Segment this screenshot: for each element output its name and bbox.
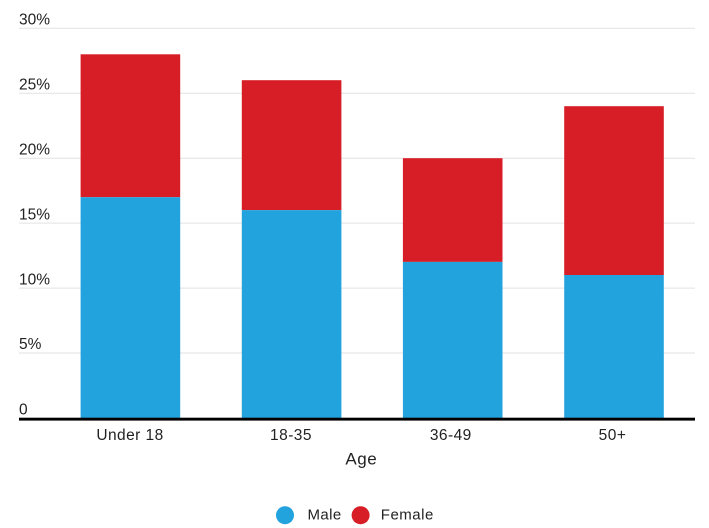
svg-text:25%: 25% (19, 76, 50, 93)
svg-text:30%: 30% (19, 11, 50, 28)
svg-text:18-35: 18-35 (270, 427, 312, 444)
svg-text:Female: Female (381, 506, 434, 523)
svg-text:50+: 50+ (599, 427, 627, 444)
svg-text:0: 0 (19, 401, 28, 418)
svg-text:Male: Male (308, 506, 342, 523)
svg-text:5%: 5% (19, 336, 42, 353)
svg-text:15%: 15% (19, 206, 50, 223)
svg-text:20%: 20% (19, 141, 50, 158)
svg-text:Age: Age (345, 450, 377, 469)
svg-text:10%: 10% (19, 271, 50, 288)
svg-text:Under 18: Under 18 (96, 427, 163, 444)
svg-text:36-49: 36-49 (430, 427, 472, 444)
